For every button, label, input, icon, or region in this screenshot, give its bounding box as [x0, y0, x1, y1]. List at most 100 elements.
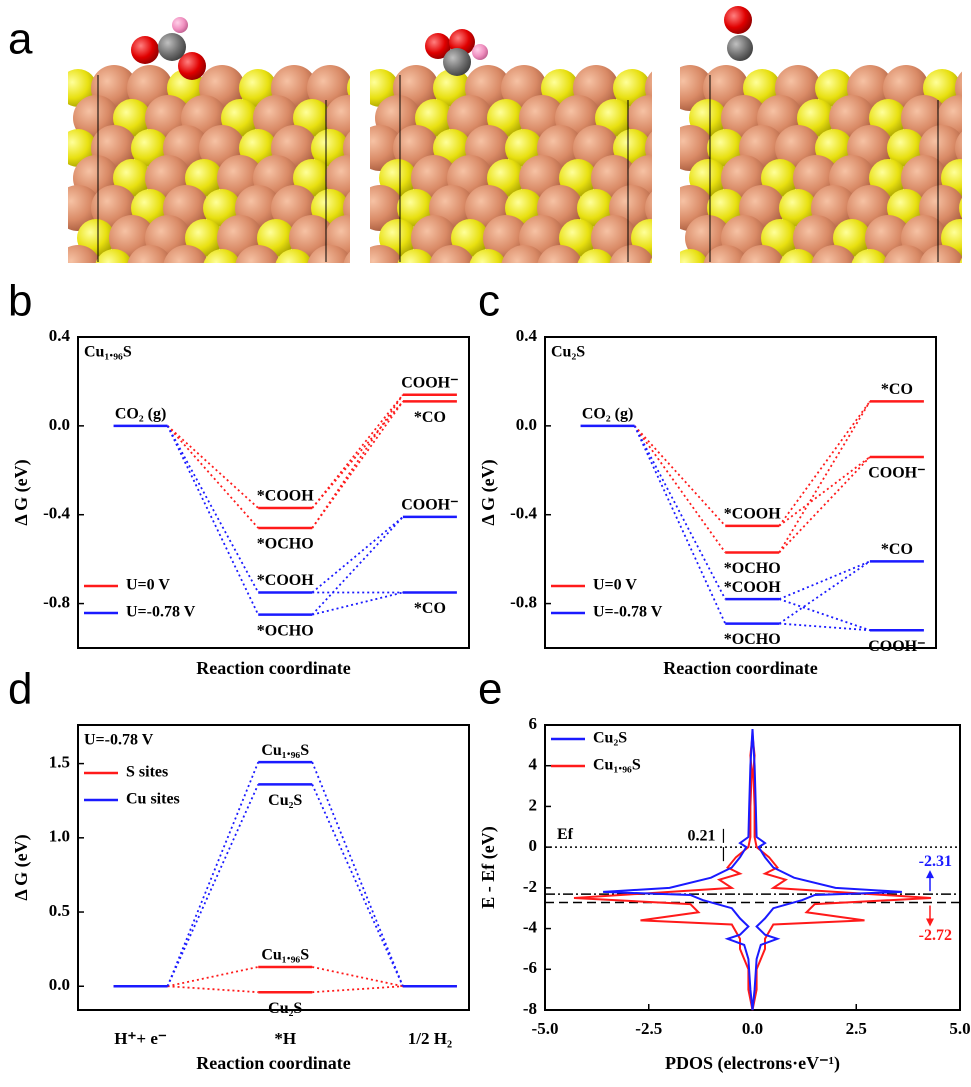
copper-atom: [163, 245, 209, 263]
level-label: CO₂ (g): [115, 406, 166, 423]
adsorbate-atom: [178, 52, 206, 80]
reference-value: -2.31: [919, 853, 952, 870]
gap-label: 0.21: [687, 828, 715, 845]
annotation: Cu₂S: [551, 344, 585, 361]
level-label: *COOH: [724, 579, 781, 596]
legend-label: Cu₁.₉₆S: [593, 757, 641, 774]
connector: [166, 761, 260, 987]
connector: [311, 400, 404, 529]
connector: [311, 516, 404, 594]
sulfur-atom: [577, 249, 615, 263]
y-tick-label: 1.5: [49, 753, 70, 772]
sulfur-atom: [680, 249, 709, 263]
level-label: *OCHO: [257, 622, 314, 639]
adsorbate-atom: [131, 36, 159, 64]
level-label: COOH⁻: [401, 374, 458, 391]
sulfur-atom: [649, 257, 652, 263]
connector: [778, 456, 871, 554]
legend-label: S sites: [126, 764, 168, 781]
level-label: *CO: [414, 409, 446, 426]
copper-atom: [739, 245, 785, 263]
y-axis-label: Δ G (eV): [11, 834, 32, 900]
copper-atom: [883, 245, 929, 263]
x-tick-label: 5.0: [949, 1019, 970, 1038]
connector: [311, 784, 404, 987]
copper-atom: [501, 245, 547, 263]
level-label: Cu₂S: [268, 792, 302, 809]
x-axis-label: PDOS (electrons·eV⁻¹): [665, 1053, 840, 1074]
copper-atom: [955, 131, 962, 165]
y-tick-label: 4: [529, 755, 538, 774]
arrow-head: [926, 918, 934, 927]
y-tick-label: -0.8: [510, 592, 537, 611]
x-tick-label: H⁺+ e⁻: [114, 1029, 167, 1048]
x-tick-label: *H: [274, 1029, 296, 1048]
level-label: *OCHO: [257, 536, 314, 553]
level-label: Cu₁.₉₆S: [261, 742, 309, 759]
connector: [633, 425, 727, 624]
sulfur-atom: [469, 249, 507, 263]
level-label: *CO: [881, 541, 913, 558]
level-label: *COOH: [257, 488, 314, 505]
x-tick-label: 1/2 H₂: [408, 1029, 452, 1048]
legend-label: U=-0.78 V: [593, 604, 663, 621]
annotation: Cu₁.₉₆S: [84, 344, 132, 361]
level-label: *CO: [414, 600, 446, 617]
level-label: *CO: [881, 381, 913, 398]
y-tick-label: -0.4: [43, 504, 70, 523]
structure-image: [68, 65, 350, 263]
level-label: Cu₁.₉₆S: [261, 947, 309, 964]
copper-atom: [703, 245, 749, 263]
y-tick-label: 0.0: [49, 975, 70, 994]
panel-label: a: [8, 15, 33, 64]
copper-atom: [307, 245, 350, 263]
adsorbate-atom: [443, 48, 471, 76]
connector: [778, 560, 871, 600]
connector: [167, 985, 259, 994]
y-tick-label: 0.0: [516, 415, 537, 434]
y-tick-label: -0.4: [510, 504, 537, 523]
reference-label: Ef: [557, 826, 574, 843]
connector: [778, 456, 871, 527]
y-tick-label: 2: [529, 795, 538, 814]
panel-label: b: [8, 277, 32, 326]
copper-atom: [370, 245, 403, 263]
sulfur-atom: [851, 249, 889, 263]
connector: [778, 400, 871, 553]
sulfur-atom: [203, 249, 241, 263]
adsorbate-atom: [727, 35, 753, 61]
y-tick-label: -2: [523, 877, 537, 896]
legend-label: U=-0.78 V: [126, 604, 196, 621]
y-tick-label: -8: [523, 999, 537, 1018]
connector: [312, 966, 404, 988]
y-tick-label: -6: [523, 958, 537, 977]
y-tick-label: -0.8: [43, 592, 70, 611]
y-axis-label: E - Ef (eV): [478, 826, 499, 908]
y-tick-label: 0: [529, 836, 538, 855]
level-label: *COOH: [724, 505, 781, 522]
connector: [311, 516, 404, 616]
connector: [311, 400, 404, 509]
connector: [166, 425, 259, 509]
pdos-line: [573, 735, 932, 1011]
plot-frame: [77, 724, 470, 1011]
y-tick-label: 0.4: [516, 326, 538, 345]
level-label: COOH⁻: [868, 465, 925, 482]
connector: [633, 425, 727, 600]
connector: [778, 400, 871, 527]
connector: [166, 425, 259, 529]
sulfur-atom: [959, 197, 962, 219]
level-label: COOH⁻: [401, 497, 458, 514]
x-axis-label: Reaction coordinate: [196, 658, 350, 678]
y-axis-label: Δ G (eV): [478, 459, 499, 525]
y-tick-label: 1.0: [49, 827, 70, 846]
connector: [166, 425, 260, 593]
y-tick-label: -4: [523, 917, 538, 936]
level-label: *COOH: [257, 572, 314, 589]
y-tick-label: 0.0: [49, 415, 70, 434]
copper-atom: [68, 245, 101, 263]
connector: [311, 394, 404, 509]
level-label: *OCHO: [724, 631, 781, 648]
copper-atom: [919, 245, 962, 263]
